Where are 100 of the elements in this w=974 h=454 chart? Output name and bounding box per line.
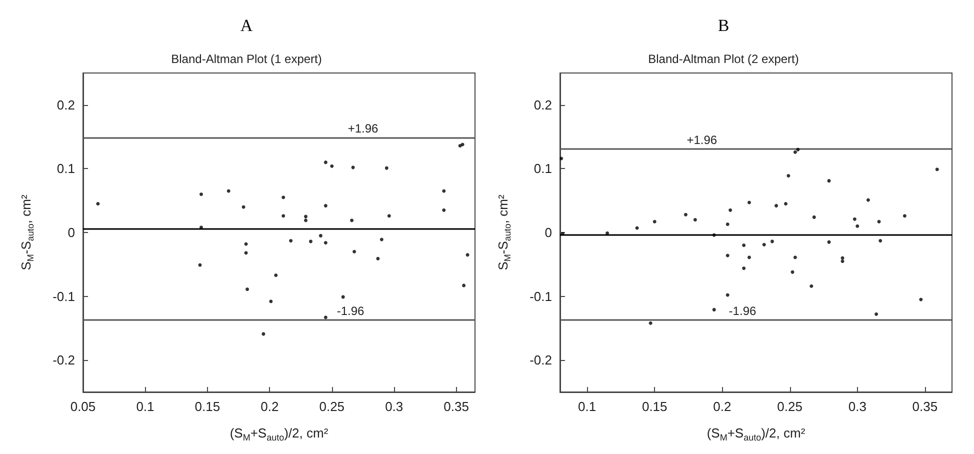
- y-tick-label: -0.1: [530, 288, 552, 304]
- point: [852, 217, 856, 221]
- y-axis-title: SM-Sauto, cm²: [496, 194, 512, 270]
- point: [244, 251, 248, 255]
- x-tick-label: 0.35: [912, 399, 938, 414]
- point: [726, 254, 730, 258]
- point: [262, 332, 266, 336]
- x-tick-label: 0.2: [260, 399, 279, 414]
- point: [747, 256, 751, 260]
- x-tick-label: 0.3: [848, 399, 866, 414]
- point: [442, 189, 446, 193]
- point: [308, 240, 312, 244]
- text: B: [718, 16, 730, 35]
- point: [747, 200, 751, 204]
- y-tick-label: 0.2: [534, 97, 552, 112]
- x-tick-label: 0.15: [194, 399, 220, 414]
- x-tick-label: 0.1: [578, 399, 596, 414]
- point: [304, 214, 308, 218]
- annotation: +1.96: [348, 121, 378, 136]
- x-tick-label: 0.1: [136, 399, 154, 414]
- point: [762, 242, 766, 246]
- point: [324, 316, 328, 320]
- point: [784, 202, 788, 206]
- point: [827, 179, 831, 183]
- point: [341, 295, 345, 299]
- point: [282, 196, 286, 200]
- y-tick-label: 0.1: [56, 161, 75, 176]
- point: [462, 284, 466, 288]
- annotation: -1.96: [728, 304, 756, 318]
- point: [878, 239, 882, 243]
- point: [560, 156, 564, 160]
- point: [726, 222, 730, 226]
- point: [380, 238, 384, 242]
- point: [693, 218, 697, 222]
- point: [935, 168, 939, 172]
- point: [376, 256, 380, 260]
- y-tick-label: -0.1: [52, 288, 75, 304]
- point: [304, 218, 308, 222]
- point: [282, 214, 286, 218]
- x-tick-label: 0.2: [713, 399, 732, 414]
- point: [856, 224, 860, 228]
- point: [793, 150, 797, 154]
- point: [648, 321, 652, 325]
- point: [269, 300, 273, 304]
- point: [684, 212, 688, 216]
- chart-title: Bland-Altman Plot (1 expert): [171, 52, 322, 66]
- point: [812, 215, 816, 219]
- point: [466, 253, 470, 257]
- point: [96, 202, 100, 206]
- point: [793, 256, 797, 260]
- point: [840, 259, 844, 263]
- point: [712, 308, 716, 312]
- x-tick-label: 0.25: [319, 399, 345, 414]
- point: [652, 220, 656, 224]
- y-tick-label: -0.2: [530, 352, 552, 368]
- x-tick-label: 0.15: [642, 399, 668, 414]
- point: [324, 160, 328, 164]
- point: [324, 204, 328, 208]
- x-tick-label: 0.25: [777, 399, 802, 414]
- point: [742, 266, 746, 270]
- point: [289, 239, 293, 243]
- annotation: -1.96: [336, 304, 365, 318]
- y-tick-label: 0.2: [56, 97, 75, 112]
- point: [810, 284, 814, 288]
- x-tick-label: 0.05: [70, 399, 96, 414]
- point: [351, 166, 355, 170]
- point: [919, 298, 923, 302]
- annotation: +1.96: [686, 132, 718, 147]
- y-axis-title: SM-Sauto, cm²: [18, 194, 36, 270]
- point: [324, 240, 328, 244]
- y-tick-label: 0: [68, 225, 75, 240]
- y-tick-label: 0: [544, 225, 552, 240]
- point: [877, 220, 881, 224]
- point: [460, 142, 464, 146]
- point: [246, 288, 250, 292]
- x-tick-label: 0.35: [444, 399, 469, 414]
- point: [387, 214, 391, 218]
- y-tick-label: 0.1: [534, 161, 552, 176]
- point: [712, 233, 716, 237]
- point: [606, 231, 610, 235]
- point: [874, 312, 878, 316]
- point: [318, 234, 322, 238]
- y-tick-label: -0.2: [52, 352, 75, 368]
- point: [274, 273, 278, 277]
- point: [796, 148, 800, 152]
- x-tick-label: 0.3: [385, 399, 404, 414]
- point: [350, 218, 354, 222]
- point: [352, 250, 356, 254]
- point: [330, 164, 334, 168]
- point: [199, 192, 203, 196]
- point: [728, 208, 732, 212]
- point: [742, 244, 746, 248]
- point: [226, 189, 230, 193]
- chart-title: Bland-Altman Plot (2 expert): [648, 52, 799, 66]
- point: [770, 240, 774, 244]
- text: A: [240, 16, 254, 35]
- point: [442, 208, 446, 212]
- point: [786, 174, 790, 178]
- point: [384, 166, 388, 170]
- point: [726, 293, 730, 297]
